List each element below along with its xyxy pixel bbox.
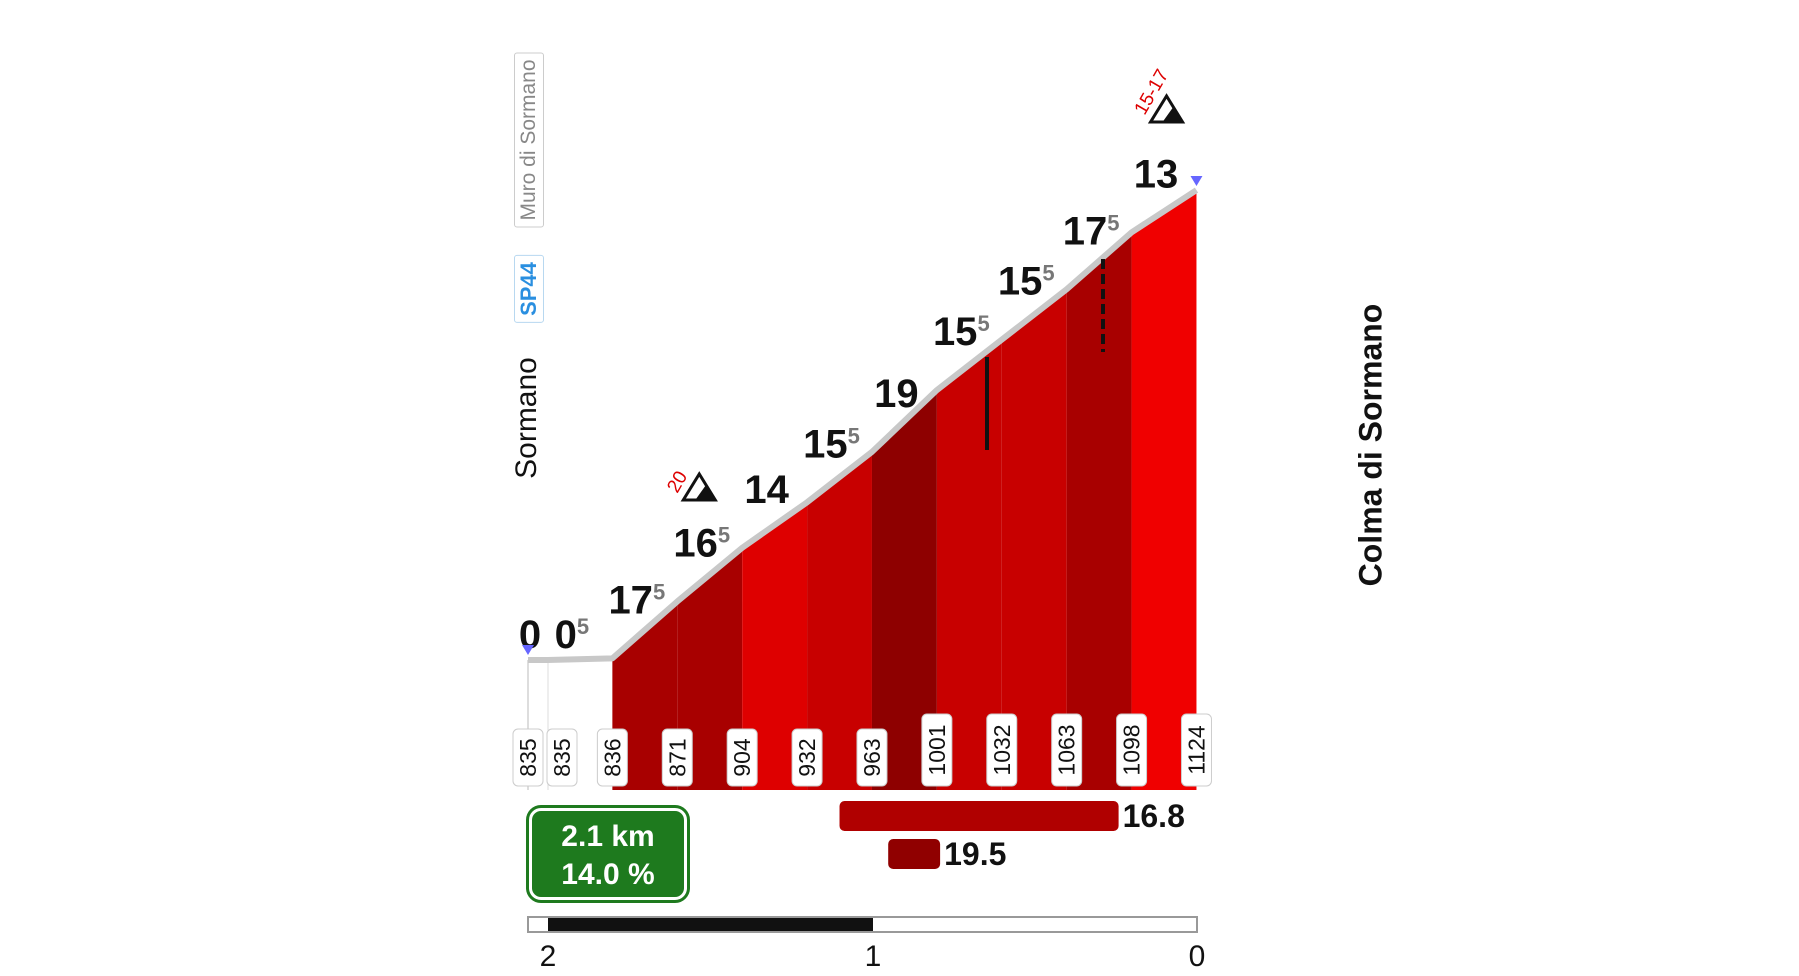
altitude-label-text: 1032 [989,724,1015,775]
altitude-label-text: 904 [729,738,755,777]
gradient-label: 05 [555,613,590,657]
altitude-label-text: 871 [664,738,690,776]
start-name-label: Sormano [510,357,543,479]
profile-segment [612,601,678,790]
altitude-label-box [856,728,888,787]
altitude-label-text: 1098 [1119,724,1145,775]
profile-segment [936,339,1002,790]
profile-segment [677,547,743,790]
altitude-label-box [1116,713,1148,787]
start-flag-icon [522,645,534,655]
gradient-label: 19 [874,372,919,416]
altitude-label: 904 [726,728,758,787]
altitude-label: 963 [856,728,888,787]
altitude-label-box [596,728,628,787]
altitude-label: 932 [791,728,823,787]
profile-segment [807,451,872,790]
summary-avg-gradient: 14.0 % [561,858,655,891]
altitude-label: 835 [546,728,578,787]
profile-segment [742,502,808,790]
altitude-label: 836 [596,728,628,787]
altitude-label-text: 1063 [1054,724,1080,775]
muro-di-sormano-label: Muro di Sormano [514,52,544,228]
profile-segment [871,390,937,790]
altitude-label: 1098 [1116,713,1148,787]
road-tag-sp44: SP44 [514,255,544,323]
altitude-label-box [726,728,758,787]
altitude-label-box [986,713,1018,787]
steepest-section-bar [839,801,1119,831]
altitude-label-box [661,728,693,787]
gradient-label: 175 [608,578,665,622]
steepest-section-value: 16.8 [1123,798,1185,834]
altitude-label-text: 1001 [924,724,950,775]
altitude-label-text: 835 [515,738,541,776]
altitude-label-text: 836 [599,738,625,776]
gradient-label: 165 [673,521,730,565]
distance-tick-label: 0 [1189,940,1206,973]
gradient-label: 14 [744,468,789,512]
steep-warning-icon-fill [1162,108,1183,122]
altitude-label-box [921,713,953,787]
steepest-section-bar [888,839,941,869]
altitude-label-box [1051,713,1083,787]
distance-tick-label: 1 [865,940,882,973]
altitude-label: 835 [512,728,544,787]
altitude-label: 1063 [1051,713,1083,787]
gradient-label: 155 [933,310,990,354]
steepest-section-value: 19.5 [944,836,1006,872]
altitude-label-text: 932 [794,738,820,776]
finish-flag-icon [1190,176,1203,186]
altitude-label: 1001 [921,713,953,787]
profile-segment [1131,190,1197,790]
summary-distance: 2.1 km [561,820,655,853]
profile-segment [1001,289,1067,790]
altitude-label-text: 1124 [1183,725,1209,775]
altitude-label-box [1180,713,1212,787]
altitude-label-box [791,728,823,787]
altitude-label-box [512,728,544,787]
profile-line [528,187,1199,663]
altitude-label-text: 835 [549,738,575,776]
finish-name-label: Colma di Sormano [1352,303,1389,587]
steep-warning-icon-fill [695,486,716,500]
altitude-label-box [546,728,578,787]
profile-segment [1066,232,1132,790]
gradient-label: 155 [803,422,860,466]
altitude-label: 1032 [986,713,1018,787]
distance-tick-label: 2 [540,940,557,973]
summary-box: 2.1 km 14.0 % [526,805,690,903]
altitude-label-text: 963 [859,738,885,776]
altitude-label: 1124 [1180,713,1212,787]
gradient-label: 155 [998,260,1055,304]
altitude-label: 871 [661,728,693,787]
gradient-label: 13 [1134,152,1179,196]
gradient-label: 175 [1063,209,1120,253]
marker [608,631,622,641]
distance-scale-segment [548,918,873,931]
